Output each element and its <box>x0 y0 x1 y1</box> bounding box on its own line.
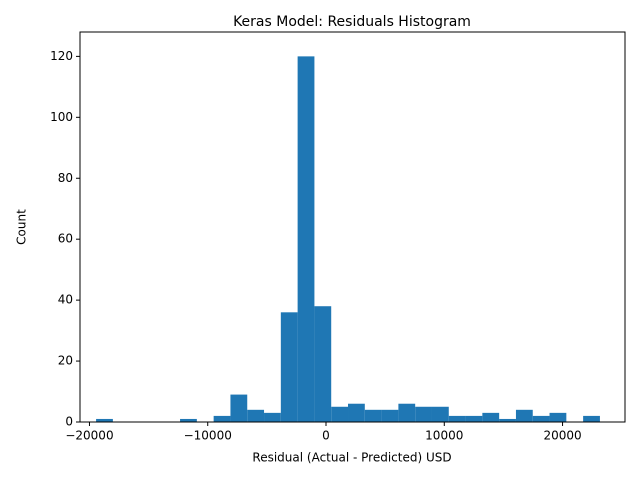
y-tick-label: 120 <box>50 49 73 63</box>
bar <box>415 406 432 422</box>
bar <box>180 418 197 422</box>
bar <box>532 415 550 422</box>
y-tick-label: 60 <box>58 232 73 246</box>
bar <box>280 312 298 422</box>
bar <box>348 403 365 422</box>
bar <box>431 406 449 422</box>
x-tick-label: −10000 <box>184 429 232 443</box>
bar <box>230 394 248 422</box>
y-tick-label: 0 <box>65 415 73 429</box>
bar <box>96 418 113 422</box>
bar <box>583 415 600 422</box>
bar <box>264 412 281 422</box>
bar <box>331 406 349 422</box>
x-tick-label: 0 <box>322 429 330 443</box>
x-tick-label: 20000 <box>543 429 581 443</box>
bar <box>213 415 231 422</box>
chart-title: Keras Model: Residuals Histogram <box>233 14 471 30</box>
bar <box>297 56 315 422</box>
bar <box>448 415 466 422</box>
y-tick-label: 100 <box>50 110 73 124</box>
axes-frame <box>79 31 626 423</box>
x-tick-label: 10000 <box>425 429 463 443</box>
bar <box>482 412 500 422</box>
bar <box>398 403 416 422</box>
bar <box>314 306 332 422</box>
bar <box>499 418 516 422</box>
y-tick-label: 20 <box>58 354 73 368</box>
bar <box>381 409 399 422</box>
bar <box>549 412 567 422</box>
bar <box>515 409 533 422</box>
x-axis-label: Residual (Actual - Predicted) USD <box>252 451 451 465</box>
bar <box>364 409 382 422</box>
y-axis-label: Count <box>15 209 29 245</box>
y-tick-label: 80 <box>58 171 73 185</box>
bar <box>465 415 483 422</box>
x-tick-label: −20000 <box>65 429 113 443</box>
y-tick-label: 40 <box>58 293 73 307</box>
bar <box>247 409 265 422</box>
